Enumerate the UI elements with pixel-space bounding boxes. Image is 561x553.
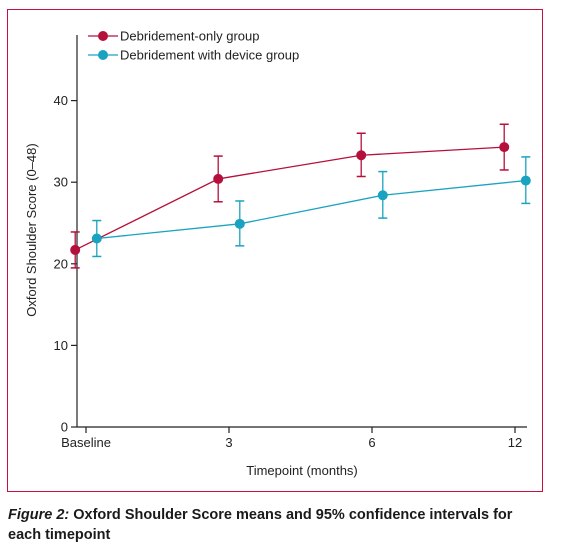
caption-text: Oxford Shoulder Score means and 95% conf…: [8, 507, 513, 543]
data-point: [356, 150, 367, 161]
legend-marker: [98, 50, 108, 60]
caption-lead: Figure 2:: [8, 507, 70, 523]
series-1: [70, 123, 510, 269]
x-tick-label: 12: [508, 435, 522, 450]
data-point: [213, 173, 224, 184]
y-tick-label: 10: [54, 338, 68, 353]
data-point: [234, 218, 245, 229]
data-point: [377, 190, 388, 201]
figure-frame: [7, 9, 543, 492]
y-axis-title: Oxford Shoulder Score (0–48): [24, 143, 39, 316]
data-point: [91, 233, 102, 244]
series-line: [74, 146, 505, 251]
y-tick-label: 30: [54, 175, 68, 190]
legend: Debridement-only group Debridement with d…: [88, 29, 299, 63]
axes: 0 10 20 30 40 Baseline 3 6 12: [54, 35, 527, 450]
y-tick-label: 0: [61, 420, 68, 435]
y-tick-label: 40: [54, 93, 68, 108]
series-line: [96, 179, 526, 240]
x-tick-label: Baseline: [61, 435, 111, 450]
figure-caption: Figure 2: Oxford Shoulder Score means an…: [8, 505, 548, 545]
x-tick-label: 3: [225, 435, 232, 450]
x-axis-title: Timepoint (months): [246, 463, 358, 478]
legend-label: Debridement-only group: [120, 29, 259, 44]
data-point: [520, 175, 531, 186]
series-layer: [70, 123, 531, 269]
data-point: [499, 142, 510, 153]
x-tick-label: 6: [368, 435, 375, 450]
data-point: [70, 244, 81, 255]
series-2: [91, 156, 531, 258]
legend-marker: [98, 31, 108, 41]
legend-label: Debridement with device group: [120, 48, 299, 63]
y-tick-label: 20: [54, 256, 68, 271]
